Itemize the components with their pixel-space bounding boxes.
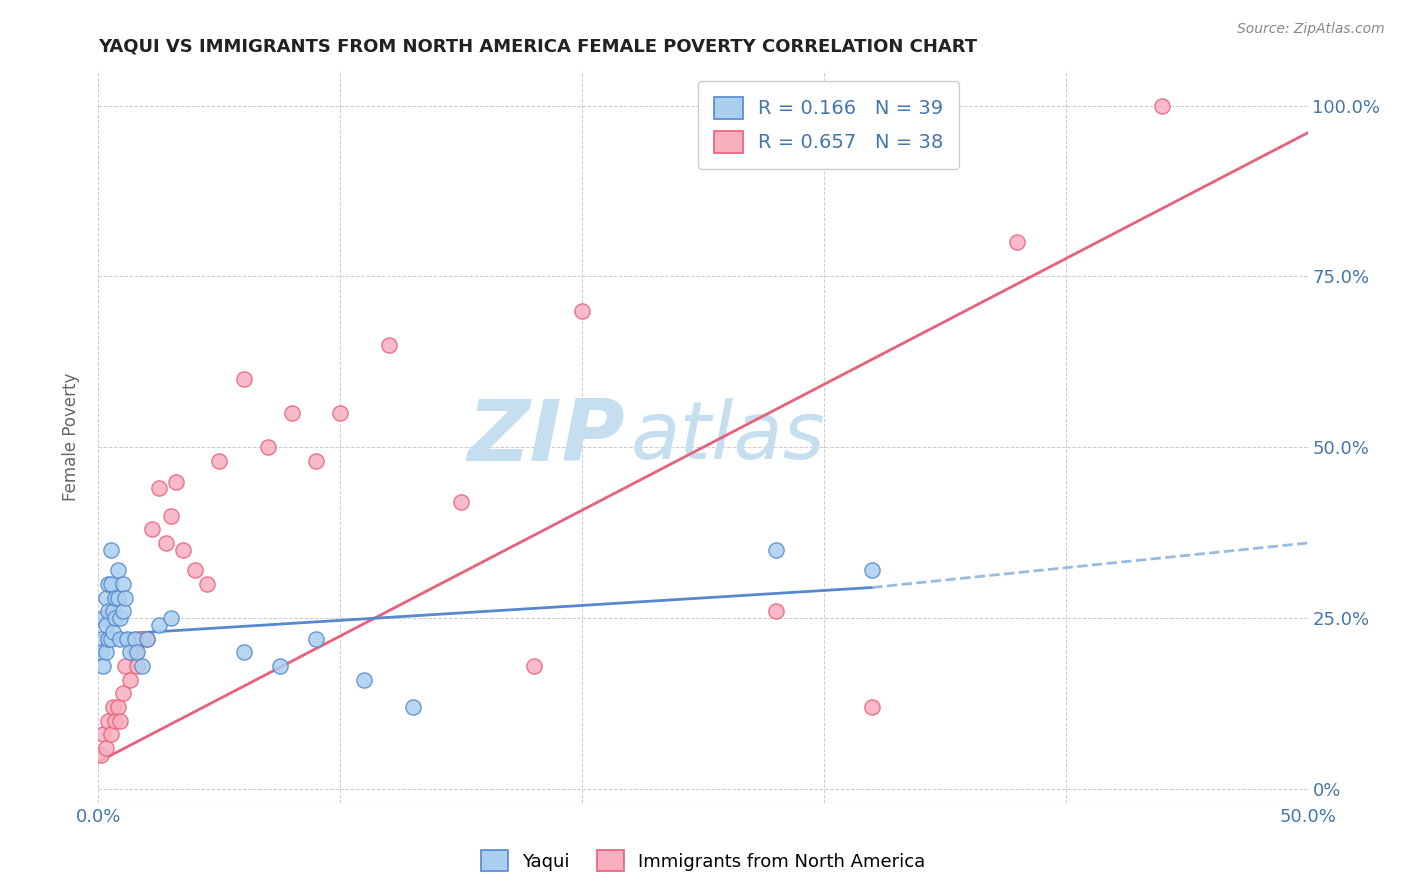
Point <box>165 475 187 489</box>
Text: ZIP: ZIP <box>467 395 624 479</box>
Point <box>860 563 883 577</box>
Legend: Yaqui, Immigrants from North America: Yaqui, Immigrants from North America <box>474 843 932 879</box>
Y-axis label: Female Poverty: Female Poverty <box>62 373 80 501</box>
Point <box>114 591 136 605</box>
Point <box>124 632 146 646</box>
Point <box>329 406 352 420</box>
Point <box>281 406 304 420</box>
Point <box>148 481 170 495</box>
Point <box>256 440 278 454</box>
Point <box>377 338 399 352</box>
Point <box>107 700 129 714</box>
Point <box>101 604 124 618</box>
Point <box>195 577 218 591</box>
Point <box>100 727 122 741</box>
Text: Source: ZipAtlas.com: Source: ZipAtlas.com <box>1237 22 1385 37</box>
Point <box>208 454 231 468</box>
Point <box>100 632 122 646</box>
Point <box>860 700 883 714</box>
Point <box>571 303 593 318</box>
Point <box>124 645 146 659</box>
Point <box>100 542 122 557</box>
Point <box>100 577 122 591</box>
Point <box>450 495 472 509</box>
Point <box>94 741 117 756</box>
Point <box>111 604 134 618</box>
Point <box>141 522 163 536</box>
Point <box>118 645 141 659</box>
Point <box>90 747 112 762</box>
Point <box>160 508 183 523</box>
Point <box>90 645 112 659</box>
Point <box>765 542 787 557</box>
Point <box>127 659 149 673</box>
Point <box>108 632 131 646</box>
Point <box>107 563 129 577</box>
Point <box>101 700 124 714</box>
Point <box>104 611 127 625</box>
Point <box>91 611 114 625</box>
Point <box>148 618 170 632</box>
Point <box>127 645 149 659</box>
Point <box>101 624 124 639</box>
Point <box>114 659 136 673</box>
Point <box>135 632 157 646</box>
Point <box>184 563 207 577</box>
Point <box>107 591 129 605</box>
Point <box>97 604 120 618</box>
Point <box>155 536 177 550</box>
Point <box>108 611 131 625</box>
Point <box>765 604 787 618</box>
Point <box>402 700 425 714</box>
Point <box>305 632 328 646</box>
Text: atlas: atlas <box>630 398 825 476</box>
Legend: R = 0.166   N = 39, R = 0.657   N = 38: R = 0.166 N = 39, R = 0.657 N = 38 <box>699 81 959 169</box>
Point <box>1007 235 1029 250</box>
Point <box>117 632 139 646</box>
Text: YAQUI VS IMMIGRANTS FROM NORTH AMERICA FEMALE POVERTY CORRELATION CHART: YAQUI VS IMMIGRANTS FROM NORTH AMERICA F… <box>98 38 977 56</box>
Point <box>91 727 114 741</box>
Point <box>90 632 112 646</box>
Point <box>232 372 254 386</box>
Point <box>94 591 117 605</box>
Point <box>97 577 120 591</box>
Point <box>118 673 141 687</box>
Point <box>97 714 120 728</box>
Point <box>91 659 114 673</box>
Point <box>97 632 120 646</box>
Point <box>111 577 134 591</box>
Point <box>94 645 117 659</box>
Point <box>135 632 157 646</box>
Point <box>172 542 194 557</box>
Point <box>353 673 375 687</box>
Point <box>104 591 127 605</box>
Point <box>94 618 117 632</box>
Point <box>269 659 291 673</box>
Point <box>523 659 546 673</box>
Point <box>131 632 153 646</box>
Point <box>160 611 183 625</box>
Point <box>1152 98 1174 112</box>
Point <box>232 645 254 659</box>
Point <box>108 714 131 728</box>
Point <box>131 659 153 673</box>
Point <box>104 714 127 728</box>
Point <box>111 686 134 700</box>
Point <box>305 454 328 468</box>
